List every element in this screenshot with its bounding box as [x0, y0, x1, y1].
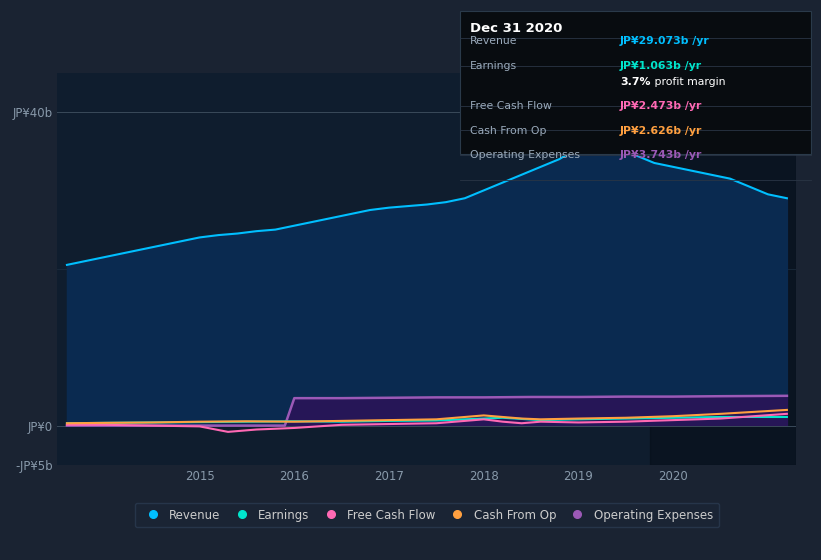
Text: Cash From Op: Cash From Op	[470, 126, 546, 136]
Text: Earnings: Earnings	[470, 61, 516, 71]
Text: Operating Expenses: Operating Expenses	[470, 151, 580, 161]
Text: JP¥3.743b /yr: JP¥3.743b /yr	[620, 151, 702, 161]
Text: Dec 31 2020: Dec 31 2020	[470, 22, 562, 35]
Text: Free Cash Flow: Free Cash Flow	[470, 101, 552, 111]
Text: JP¥29.073b /yr: JP¥29.073b /yr	[620, 36, 709, 46]
Legend: Revenue, Earnings, Free Cash Flow, Cash From Op, Operating Expenses: Revenue, Earnings, Free Cash Flow, Cash …	[135, 503, 719, 528]
Text: JP¥1.063b /yr: JP¥1.063b /yr	[620, 61, 702, 71]
Text: JP¥2.473b /yr: JP¥2.473b /yr	[620, 101, 702, 111]
Text: 3.7%: 3.7%	[620, 77, 650, 87]
Text: profit margin: profit margin	[651, 77, 726, 87]
Text: Revenue: Revenue	[470, 36, 517, 46]
Bar	[649, 73, 796, 465]
Text: JP¥2.626b /yr: JP¥2.626b /yr	[620, 126, 702, 136]
